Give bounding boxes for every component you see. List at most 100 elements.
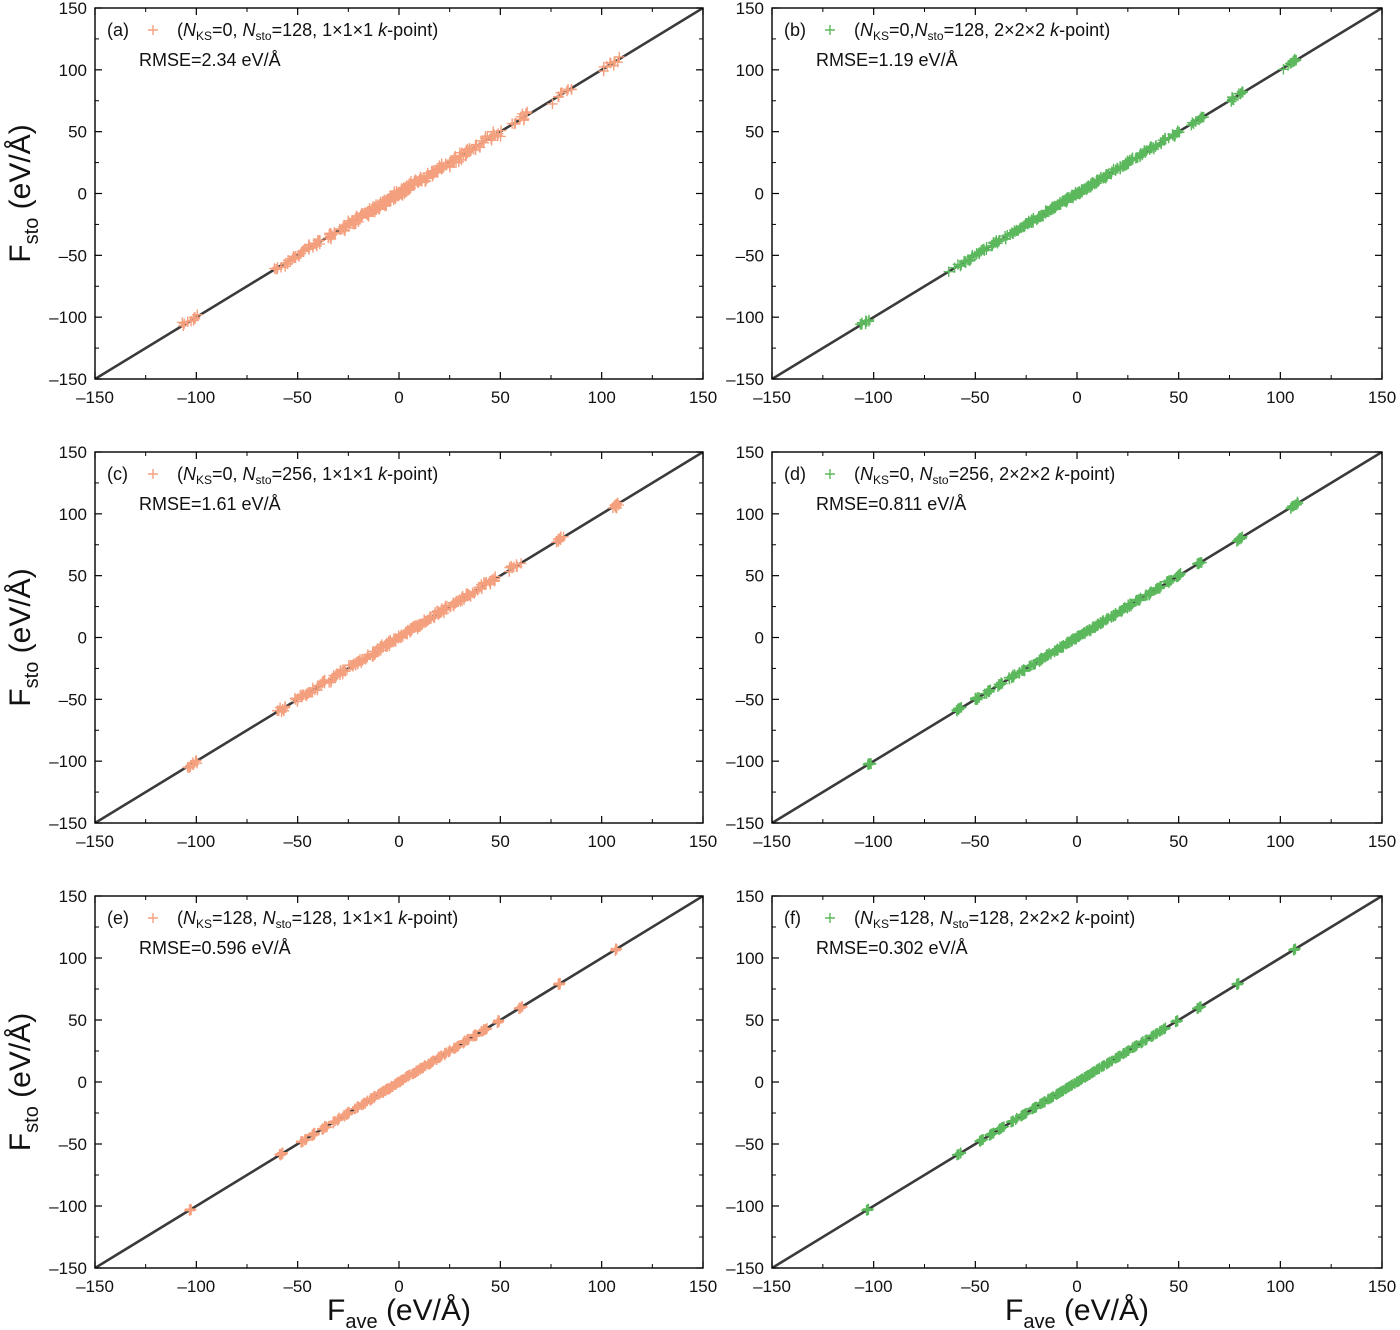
data-point — [361, 208, 372, 220]
y-tick-label: –150 — [726, 1259, 764, 1278]
y-tick-label: 0 — [78, 1073, 87, 1092]
data-point — [611, 502, 622, 514]
x-tick-label: 100 — [1266, 388, 1294, 407]
legend-marker — [148, 913, 158, 923]
x-tick-label: –150 — [76, 1277, 114, 1296]
x-tick-label: –50 — [961, 388, 989, 407]
data-point — [307, 1130, 318, 1141]
y-tick-label: 50 — [68, 567, 87, 586]
data-point — [340, 666, 351, 677]
data-point — [365, 1093, 376, 1104]
data-point — [272, 263, 283, 274]
x-tick-label: 0 — [1072, 1277, 1081, 1296]
data-point — [1163, 575, 1175, 586]
data-point — [1051, 1089, 1062, 1100]
x-tick-label: –100 — [177, 388, 215, 407]
panel-label: (e) — [107, 908, 129, 928]
data-point — [1151, 583, 1162, 595]
data-point — [1092, 175, 1103, 186]
data-point — [1235, 532, 1246, 544]
data-point — [505, 560, 517, 572]
subplot-e: –150 –100 –50 0 50 100 150 –150 –100 –50 0 50 100 150… — [49, 887, 717, 1296]
data-points — [861, 943, 1301, 1216]
data-point — [307, 682, 319, 694]
x-tick-label: 150 — [689, 388, 717, 407]
panel-label: (b) — [784, 20, 806, 40]
y-tick-label: –50 — [59, 1135, 87, 1154]
data-point — [417, 1062, 428, 1073]
legend-label: (NKS=0,Nsto=128, 2×2×2 k-point) — [854, 20, 1110, 43]
panel-label: (f) — [784, 908, 801, 928]
x-tick-label: –50 — [961, 1277, 989, 1296]
data-point — [308, 237, 320, 249]
x-tick-label: –50 — [283, 388, 311, 407]
y-tick-label: –100 — [726, 752, 764, 771]
rmse-label: RMSE=2.34 eV/Å — [139, 50, 281, 70]
data-point — [184, 1204, 196, 1216]
y-tick-label: 50 — [68, 123, 87, 142]
data-point — [1289, 944, 1300, 955]
legend-label: (NKS=0, Nsto=256, 1×1×1 k-point) — [177, 464, 438, 487]
data-point — [425, 1058, 436, 1070]
data-point — [1197, 111, 1208, 123]
data-point — [1150, 584, 1161, 595]
data-point — [342, 1108, 354, 1120]
y-tick-label: –50 — [736, 246, 764, 265]
data-point — [1024, 660, 1036, 671]
data-point — [1026, 216, 1037, 227]
data-point — [1233, 534, 1244, 545]
data-point — [511, 561, 522, 573]
data-points — [862, 496, 1304, 770]
data-point — [333, 1112, 345, 1124]
x-tick-label: 150 — [1368, 388, 1396, 407]
subplot-b: –150 –100 –50 0 50 100 150 –150 –100 –50 0 50 100 150… — [726, 0, 1396, 407]
data-point — [444, 161, 456, 173]
rmse-label: RMSE=0.811 eV/Å — [816, 494, 966, 514]
data-point — [862, 1204, 873, 1216]
data-point — [462, 590, 473, 602]
data-point — [362, 649, 374, 660]
subplot-c: –150 –100 –50 0 50 100 150 –150 –100 –50 0 50 100 150… — [49, 443, 717, 851]
data-point — [320, 1121, 332, 1132]
panel-label: (c) — [107, 464, 128, 484]
data-point — [974, 1135, 985, 1147]
data-point — [1100, 615, 1112, 626]
x-tick-label: –100 — [177, 1277, 215, 1296]
data-point — [1228, 94, 1239, 106]
data-point — [1147, 1031, 1158, 1042]
data-point — [277, 1147, 288, 1159]
data-point — [986, 1129, 997, 1140]
data-point — [397, 1074, 409, 1085]
data-point — [561, 85, 573, 97]
data-point — [1085, 625, 1097, 636]
data-point — [470, 1029, 481, 1041]
data-point — [1137, 1036, 1149, 1047]
data-point — [521, 106, 533, 118]
y-tick-label: 150 — [59, 443, 87, 462]
data-point — [609, 56, 621, 67]
data-point — [439, 1047, 451, 1059]
data-point — [979, 245, 990, 256]
data-point — [1140, 147, 1151, 158]
data-point — [1286, 57, 1297, 69]
data-point — [189, 313, 201, 324]
data-point — [1045, 1093, 1057, 1104]
data-point — [455, 150, 467, 161]
data-point — [471, 140, 482, 152]
data-point — [178, 320, 189, 331]
x-axis-title: Fave (eV/Å) — [327, 1294, 471, 1330]
data-point — [1172, 125, 1183, 136]
y-tick-label: 100 — [59, 505, 87, 524]
data-point — [451, 597, 462, 608]
data-point — [1278, 64, 1289, 75]
x-tick-label: 100 — [1266, 1277, 1294, 1296]
data-point — [614, 51, 625, 63]
data-point — [481, 1023, 493, 1034]
legend-marker — [825, 25, 835, 35]
data-point — [984, 1130, 996, 1141]
data-point — [553, 536, 564, 547]
subplot-f: –150 –100 –50 0 50 100 150 –150 –100 –50 0 50 100 150… — [726, 887, 1396, 1296]
data-point — [1139, 145, 1150, 156]
data-point — [515, 1002, 526, 1014]
x-tick-label: 0 — [394, 1277, 403, 1296]
